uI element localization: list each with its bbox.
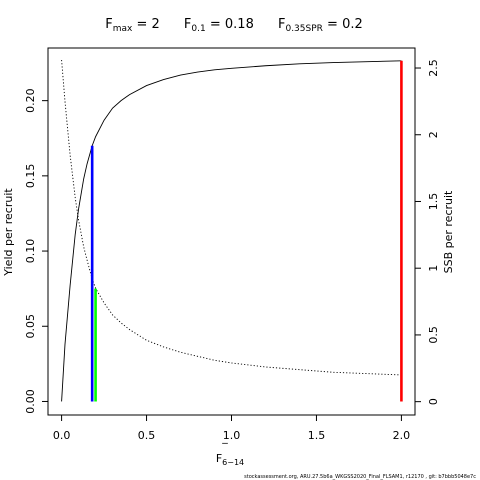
x-axis: 0.0 0.5 1.0 1.5 2.0 (53, 414, 411, 442)
y2-tick-label: 1.5 (427, 193, 440, 211)
x-tick-label: 0.5 (138, 429, 156, 442)
plot-frame (47, 47, 416, 416)
y2-tick-label: 2 (427, 131, 440, 138)
yield-per-recruit-line (61, 60, 402, 402)
x-tick-label: 1.0 (223, 429, 241, 442)
x-tick-label: 0.0 (53, 429, 71, 442)
title-fmax: Fmax = 2 (105, 17, 160, 34)
footer-text: stockassessment.org, ARU.27.5b6a_WKGSS20… (244, 474, 476, 480)
series-layer (61, 59, 402, 402)
x-axis-title: F6−14 (216, 452, 244, 467)
reference-lines (90, 60, 403, 402)
y2-axis-title: SSB per recruit (442, 190, 455, 273)
x-tick-label: 1.5 (308, 429, 326, 442)
y-axis-left: 0.00 0.05 0.10 0.15 0.20 (24, 88, 49, 414)
y-tick-label: 0.00 (24, 389, 37, 414)
chart-title: Fmax = 2 F0.1 = 0.18 F0.35SPR = 0.2 (105, 17, 363, 34)
y-axis-title: Yield per recruit (2, 188, 15, 277)
y2-tick-label: 0.5 (427, 326, 440, 344)
title-f01: F0.1 = 0.18 (184, 17, 254, 34)
y2-tick-label: 0 (427, 398, 440, 405)
ssb-per-recruit-line (61, 59, 402, 376)
y-axis-right: 0 0.5 1 1.5 2 2.5 (414, 59, 440, 405)
x-axis-title-overline: ‾ (221, 441, 228, 454)
x-tick-label: 2.0 (393, 429, 411, 442)
y-tick-label: 0.20 (24, 88, 37, 113)
y-tick-label: 0.10 (24, 239, 37, 264)
y-tick-label: 0.15 (24, 164, 37, 189)
y2-tick-label: 2.5 (427, 59, 440, 77)
y2-tick-label: 1 (427, 265, 440, 272)
title-f035spr: F0.35SPR = 0.2 (278, 17, 363, 34)
y-tick-label: 0.05 (24, 314, 37, 339)
